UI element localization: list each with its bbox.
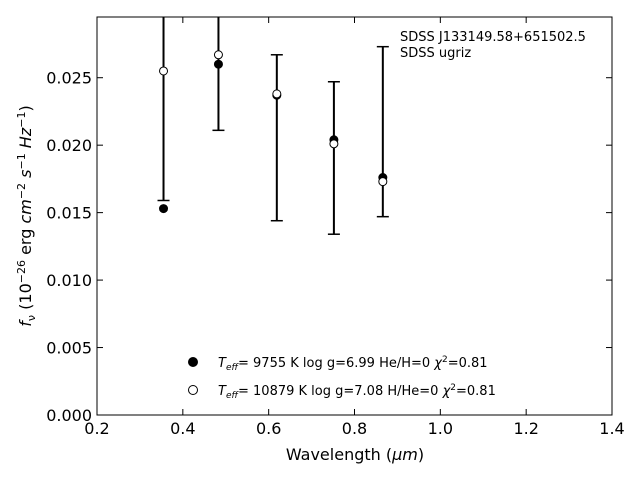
ticks-layer: 0.2 0.4 0.6 0.8 1.0 1.2 1.4 0.000 0.005 0.010 0.01… — [46, 17, 625, 438]
y-tick-label: 0.005 — [46, 339, 92, 358]
open-point-3 — [329, 139, 339, 149]
y-axis-label-part: erg — [16, 224, 35, 260]
legend: Teff= 9755 K log g=6.99 He/H=0 χ2=0.81Te… — [188, 355, 496, 401]
y-tick-label: 0.015 — [46, 204, 92, 223]
x-tick-label: 1.4 — [599, 419, 624, 438]
annotation-filter-set: SDSS ugriz — [400, 46, 471, 61]
y-axis-label-part: ) — [16, 105, 35, 111]
open-point-2 — [272, 89, 282, 99]
x-tick-label: 1.0 — [428, 419, 453, 438]
y-axis-label-part: Hz — [16, 127, 35, 148]
y-axis-label-part: cm — [16, 199, 35, 223]
y-axis-label-part: −2 — [15, 183, 28, 199]
filled-point-1 — [213, 59, 223, 69]
y-axis-label-part: s — [16, 170, 35, 178]
legend-label-part: = 9755 K log g=6.99 He/H=0 — [238, 356, 434, 371]
y-axis-label-part: (10 — [16, 283, 35, 315]
legend-label-part: =0.81 — [448, 356, 488, 371]
x-tick-label: 1.2 — [513, 419, 538, 438]
y-axis-label-part: f — [16, 319, 35, 327]
filled-point-0 — [159, 204, 169, 214]
y-axis-label-part: −26 — [15, 260, 28, 283]
x-tick-label: 0.4 — [170, 419, 195, 438]
x-tick-label: 0.2 — [84, 419, 109, 438]
y-axis-label-part: −1 — [15, 153, 28, 169]
legend-label-part: = 10879 K log g=7.08 H/He=0 — [238, 384, 443, 399]
open-point-1 — [213, 50, 223, 60]
annotation-object-name: SDSS J133149.58+651502.5 — [400, 30, 586, 45]
y-axis-label-part: −1 — [15, 112, 28, 128]
legend-label-part: 2 — [450, 383, 456, 393]
data-layer — [157, 17, 389, 235]
legend-marker-0 — [188, 357, 198, 367]
legend-marker-1 — [188, 385, 198, 395]
legend-label-0: Teff= 9755 K log g=6.99 He/H=0 χ2=0.81 — [218, 355, 488, 373]
legend-label-part: T — [218, 356, 227, 371]
x-tick-label: 0.8 — [342, 419, 367, 438]
open-point-0 — [159, 66, 169, 76]
open-point-4 — [378, 177, 388, 187]
legend-label-part: 2 — [442, 355, 448, 365]
legend-label-part: χ — [433, 356, 443, 371]
legend-label-part: eff — [226, 391, 240, 401]
y-axis-label: fν (10−26 erg cm−2 s−1 Hz−1) — [15, 105, 38, 326]
y-tick-label: 0.020 — [46, 136, 92, 155]
legend-label-part: eff — [226, 363, 240, 373]
x-axis-label: Wavelength (μm) — [286, 445, 424, 464]
x-tick-label: 0.6 — [256, 419, 281, 438]
y-tick-label: 0.025 — [46, 69, 92, 88]
y-tick-label: 0.010 — [46, 271, 92, 290]
y-tick-label: 0.000 — [46, 406, 92, 425]
y-axis-label-part: ν — [25, 315, 38, 321]
legend-label-part: χ — [442, 384, 452, 399]
legend-label-part: T — [218, 384, 227, 399]
legend-label-part: =0.81 — [456, 384, 496, 399]
legend-label-1: Teff= 10879 K log g=7.08 H/He=0 χ2=0.81 — [218, 383, 496, 401]
